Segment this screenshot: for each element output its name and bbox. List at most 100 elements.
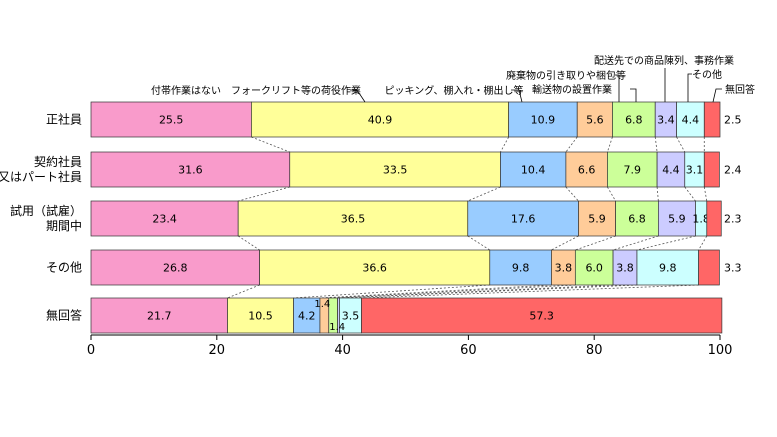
outside-data-label: 2.5 [724,114,742,127]
bar-segment [698,249,720,286]
bar-segment [90,200,239,237]
connector-line [565,136,578,153]
bar-segment [658,200,696,237]
category-label: 正社員 [46,112,82,127]
bar-segment [578,200,616,237]
data-label: 5.9 [668,213,686,226]
connector-line [676,136,686,153]
data-label: 6.6 [578,164,596,177]
bar-segment [293,297,321,334]
data-label: 36.5 [341,213,366,226]
connector-line [238,186,290,202]
x-tick-label: 0 [87,343,95,358]
category-label: 期間中 [46,218,82,233]
bar-segment [467,200,579,237]
legend-leader-line [511,89,523,103]
data-label: 9.8 [512,262,530,275]
bar-segment [90,151,291,188]
legend-label: その他 [692,68,722,81]
data-label: 23.4 [152,213,177,226]
bar-segment [90,249,260,286]
connector-line [467,235,491,251]
data-label: 31.6 [178,164,203,177]
bar-segment [612,101,656,138]
connector-line [698,235,708,251]
bar-segment [676,101,705,138]
callout-label: 1.4 [314,299,330,310]
x-tick-label: 20 [209,343,226,358]
category-label: 試用（試雇） [10,203,82,218]
data-label: 4.4 [662,164,680,177]
legend-label: 輸送物の設置作業 [532,83,612,96]
connector-line [467,186,501,202]
legend-label: 付帯作業はない [151,84,221,97]
outside-data-label: 2.4 [724,164,742,177]
category-label: 契約社員 [34,154,82,169]
connector-line [551,235,579,251]
connector-line [636,235,696,251]
connector-line [319,284,552,299]
x-tick-label: 60 [460,343,477,358]
bar-segment [251,101,510,138]
outside-data-label: 2.3 [724,213,742,226]
connector-line [361,284,699,299]
connector-line [237,235,260,251]
legend-leader-line [350,89,366,103]
legend-leader-line [687,73,692,102]
data-label: 40.9 [368,114,393,127]
category-label: 又はパート社員 [0,169,82,184]
data-label: 10.5 [248,310,273,323]
bar-segment [656,151,686,188]
legend-label: 無回答 [725,83,755,96]
legend-label: 廃棄物の引き取りや梱包等 [506,69,626,82]
data-label: 6.8 [625,114,643,127]
bar-segment [500,151,567,188]
connector-line [227,284,260,299]
callout-label: 1.4 [329,322,345,333]
bar-segment [574,249,614,286]
legend-label: 配送先での商品陳列、事務作業 [594,54,734,67]
connector-line [339,284,637,299]
data-label: 3.8 [555,262,573,275]
bar-segment [90,101,252,138]
data-label: 57.3 [529,310,554,323]
connector-line [656,186,659,202]
legend-leader-line [712,88,722,103]
data-label: 4.4 [682,114,700,127]
data-label: 3.5 [342,310,360,323]
bar-segment [576,101,613,138]
bar-segment [289,151,501,188]
connector-line [654,136,658,153]
connector-line [500,136,510,153]
bar-segment [259,249,491,286]
bar-segment [615,200,659,237]
data-label: 9.8 [659,262,677,275]
connector-line [684,186,696,202]
data-label: 36.6 [362,262,387,275]
data-label: 10.9 [531,114,556,127]
x-tick-label: 100 [708,343,733,358]
data-label: 3.1 [686,164,704,177]
legend-label: ピッキング、棚入れ・棚出し等 [385,84,524,97]
bar-segment [636,249,699,286]
data-label: 5.6 [586,114,604,127]
bar-segment [703,151,720,188]
data-label: 21.7 [147,310,172,323]
bar-segment [237,200,469,237]
connector-line [565,186,579,202]
data-label: 25.5 [159,114,184,127]
bar-segment [706,200,722,237]
bar-segment [361,297,723,334]
x-tick-label: 80 [586,343,603,358]
data-label: 3.8 [616,262,634,275]
category-label: その他 [46,261,82,275]
legend-leader-line [630,88,637,102]
data-label: 7.9 [624,164,642,177]
data-label: 1.8 [692,213,710,226]
legend-label: フォークリフト等の荷役作業 [231,84,361,97]
outside-data-label: 3.3 [724,262,742,275]
x-tick-label: 40 [334,343,351,358]
data-label: 26.8 [163,262,188,275]
connector-line [328,284,576,299]
